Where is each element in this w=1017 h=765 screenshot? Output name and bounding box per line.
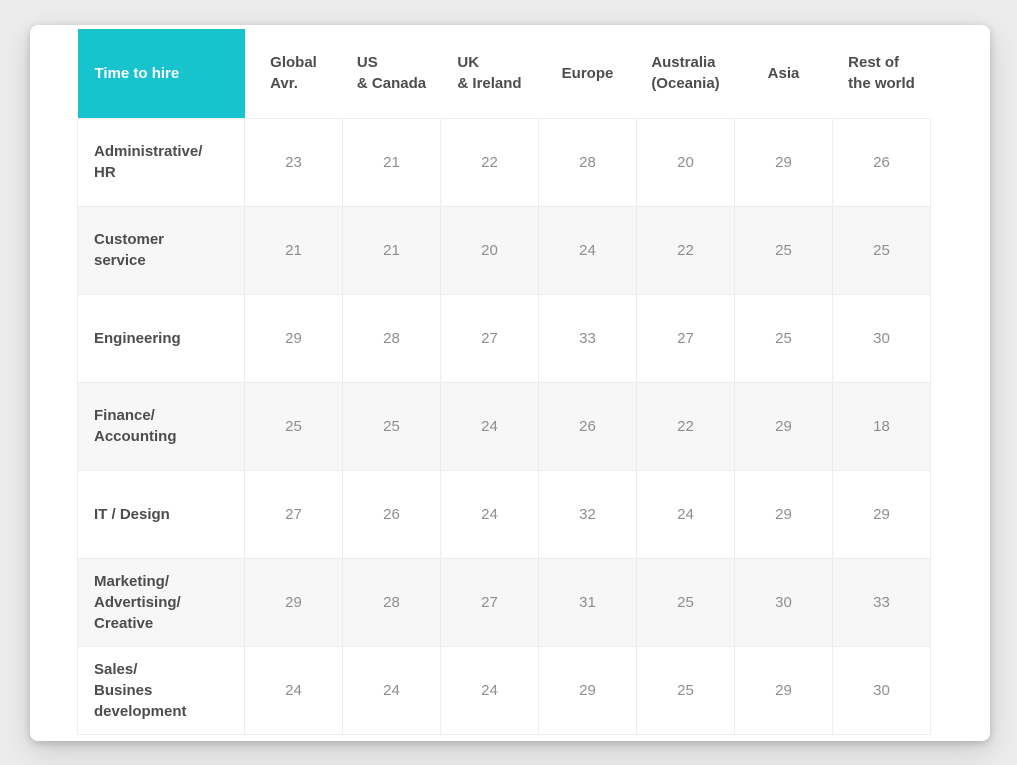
value-cell: 21	[342, 117, 441, 207]
value-cell: 33	[832, 557, 931, 647]
table-row-engineering: Engineering 29 28 27 33 27 25 30	[77, 293, 931, 383]
value-cell: 21	[342, 205, 441, 295]
value-cell: 24	[342, 645, 441, 735]
value-cell: 24	[440, 469, 539, 559]
value-cell: 29	[734, 381, 833, 471]
row-label: IT / Design	[77, 469, 245, 559]
value-cell: 33	[538, 293, 637, 383]
row-label: Engineering	[77, 293, 245, 383]
column-header-us-canada: US & Canada	[343, 29, 441, 118]
value-cell: 30	[832, 293, 931, 383]
value-cell: 24	[244, 645, 343, 735]
table-row-it-design: IT / Design 27 26 24 32 24 29 29	[77, 469, 931, 559]
value-cell: 28	[342, 293, 441, 383]
value-cell: 24	[440, 381, 539, 471]
row-label: Marketing/ Advertising/ Creative	[77, 557, 245, 647]
column-header-australia-oceania: Australia (Oceania)	[637, 29, 735, 118]
value-cell: 25	[342, 381, 441, 471]
value-cell: 29	[244, 557, 343, 647]
value-cell: 20	[636, 117, 735, 207]
value-cell: 29	[538, 645, 637, 735]
value-cell: 25	[636, 645, 735, 735]
table-row-finance-accounting: Finance/ Accounting 25 25 24 26 22 29 18	[77, 381, 931, 471]
value-cell: 24	[440, 645, 539, 735]
value-cell: 23	[244, 117, 343, 207]
value-cell: 28	[538, 117, 637, 207]
value-cell: 29	[244, 293, 343, 383]
table-card: Time to hire Global Avr. US & Canada UK …	[30, 25, 990, 741]
column-header-label: Europe	[561, 64, 614, 82]
value-cell: 26	[538, 381, 637, 471]
value-cell: 22	[440, 117, 539, 207]
value-cell: 27	[440, 293, 539, 383]
column-header-uk-ireland: UK & Ireland	[441, 29, 539, 118]
value-cell: 21	[244, 205, 343, 295]
value-cell: 27	[636, 293, 735, 383]
value-cell: 20	[440, 205, 539, 295]
value-cell: 29	[832, 469, 931, 559]
value-cell: 29	[734, 117, 833, 207]
column-header-label: Australia (Oceania)	[651, 54, 720, 93]
time-to-hire-table: Time to hire Global Avr. US & Canada UK …	[77, 29, 931, 735]
value-cell: 27	[440, 557, 539, 647]
value-cell: 29	[734, 469, 833, 559]
column-header-label: US & Canada	[356, 54, 427, 93]
table-row-customer-service: Customer service 21 21 20 24 22 25 25	[77, 205, 931, 295]
value-cell: 22	[636, 381, 735, 471]
table-row-sales-business-development: Sales/ Busines development 24 24 24 29 2…	[77, 645, 931, 735]
value-cell: 30	[832, 645, 931, 735]
column-header-global-avr: Global Avr.	[245, 29, 343, 118]
value-cell: 18	[832, 381, 931, 471]
column-header-asia: Asia	[735, 29, 833, 118]
value-cell: 25	[734, 293, 833, 383]
value-cell: 25	[832, 205, 931, 295]
header-row: Time to hire Global Avr. US & Canada UK …	[77, 29, 931, 118]
value-cell: 27	[244, 469, 343, 559]
column-header-label: UK & Ireland	[457, 54, 522, 93]
value-cell: 24	[538, 205, 637, 295]
value-cell: 25	[636, 557, 735, 647]
value-cell: 22	[636, 205, 735, 295]
value-cell: 25	[734, 205, 833, 295]
column-header-label: Global Avr.	[270, 54, 317, 93]
value-cell: 28	[342, 557, 441, 647]
column-header-europe: Europe	[539, 29, 637, 118]
row-label: Finance/ Accounting	[77, 381, 245, 471]
value-cell: 31	[538, 557, 637, 647]
column-header-rest-of-world: Rest of the world	[833, 29, 931, 118]
corner-header-cell: Time to hire	[77, 29, 245, 118]
value-cell: 24	[636, 469, 735, 559]
table-row-administrative-hr: Administrative/ HR 23 21 22 28 20 29 26	[77, 117, 931, 207]
value-cell: 32	[538, 469, 637, 559]
row-label: Sales/ Busines development	[77, 645, 245, 735]
column-header-label: Rest of the world	[848, 54, 915, 93]
row-label: Customer service	[77, 205, 245, 295]
value-cell: 30	[734, 557, 833, 647]
value-cell: 29	[734, 645, 833, 735]
row-label: Administrative/ HR	[77, 117, 245, 207]
table-row-marketing-advertising-creative: Marketing/ Advertising/ Creative 29 28 2…	[77, 557, 931, 647]
value-cell: 26	[832, 117, 931, 207]
value-cell: 25	[244, 381, 343, 471]
value-cell: 26	[342, 469, 441, 559]
column-header-label: Asia	[767, 64, 800, 82]
